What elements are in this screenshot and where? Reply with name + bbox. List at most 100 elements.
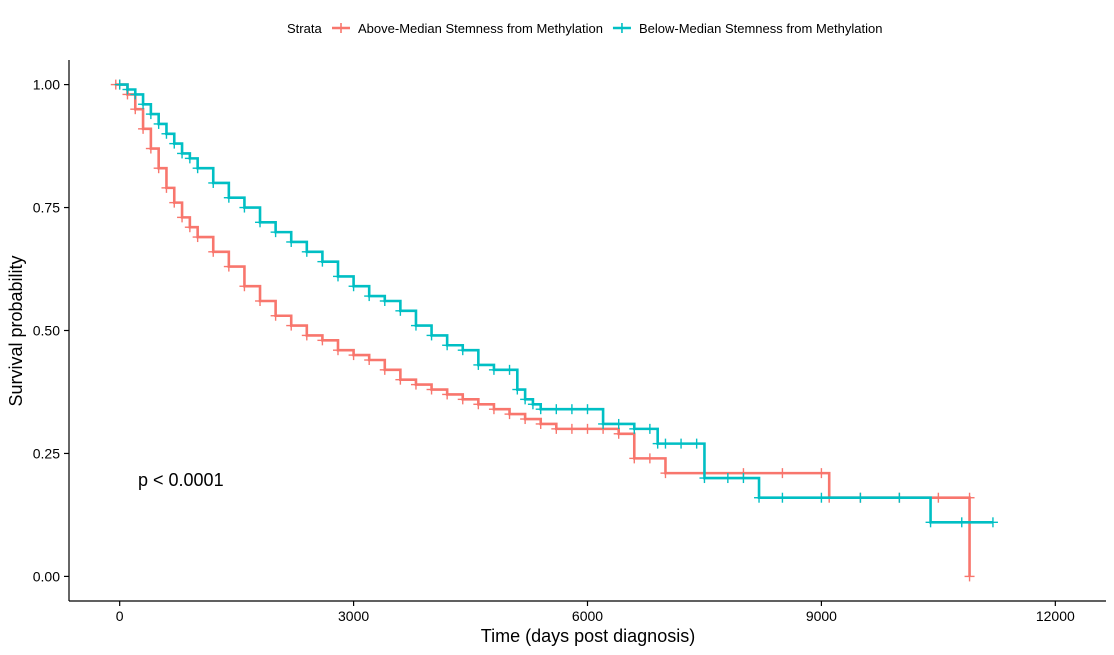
censor-mark [613,428,624,439]
censor-mark [177,148,188,159]
censor-mark [894,492,905,503]
censor-mark [364,291,375,302]
censor-mark [644,453,655,464]
censor-mark [457,394,468,405]
censor-mark [738,473,749,484]
series-layer [110,79,998,582]
censor-mark [270,310,281,321]
censor-mark [535,418,546,429]
censor-mark [286,320,297,331]
censor-mark [473,359,484,370]
censor-mark [426,330,437,341]
censor-mark [660,438,671,449]
censor-mark [722,473,733,484]
censor-mark [255,295,266,306]
censor-mark [138,99,149,110]
p-value-annotation: p < 0.0001 [138,470,224,490]
censor-mark [777,492,788,503]
legend-label: Above-Median Stemness from Methylation [358,21,603,36]
legend-item-2: Below-Median Stemness from Methylation [612,21,883,36]
y-tick-label: 0.75 [33,200,60,216]
x-tick-label: 6000 [572,608,603,624]
censor-mark [956,517,967,528]
x-axis: 0 3000 6000 9000 12000 [69,600,1106,624]
censor-mark [130,89,141,100]
censor-mark [504,364,515,375]
censor-mark [223,192,234,203]
y-tick-label: 0.00 [33,568,60,584]
legend-label: Below-Median Stemness from Methylation [639,21,883,36]
censor-mark [488,364,499,375]
censor-mark [184,153,195,164]
censor-mark [239,281,250,292]
censor-mark [332,271,343,282]
legend-item-1: Above-Median Stemness from Methylation [332,21,603,36]
censor-mark [223,261,234,272]
censor-mark [169,197,180,208]
censor-mark [520,394,531,405]
censor-mark [512,384,523,395]
censor-mark [348,350,359,361]
censor-mark [301,330,312,341]
x-tick-label: 9000 [806,608,837,624]
censor-mark [286,236,297,247]
censor-mark [332,345,343,356]
censor-mark [192,232,203,243]
censor-mark [535,404,546,415]
censor-mark [395,374,406,385]
censor-mark [184,222,195,233]
censor-mark [145,143,156,154]
censor-mark [410,320,421,331]
censor-mark [933,492,944,503]
censor-mark [660,468,671,479]
x-tick-label: 0 [116,608,124,624]
censor-mark [270,227,281,238]
censor-mark [816,492,827,503]
censor-mark [551,423,562,434]
censor-mark [208,246,219,257]
censor-mark [317,256,328,267]
censor-mark [442,340,453,351]
censor-mark [442,389,453,400]
censor-mark [130,104,141,115]
y-axis-title: Survival probability [6,255,26,406]
censor-mark [551,404,562,415]
censor-mark [410,379,421,390]
censor-mark [138,123,149,134]
x-tick-label: 3000 [338,608,369,624]
censor-mark [754,492,765,503]
censor-mark [379,364,390,375]
censor-mark [699,473,710,484]
censor-mark [177,212,188,223]
censor-mark [566,404,577,415]
censor-mark [925,517,936,528]
censor-mark [379,295,390,306]
censor-mark [987,517,998,528]
censor-mark [457,345,468,356]
censor-mark [192,163,203,174]
censor-mark [239,202,250,213]
censor-mark [777,468,788,479]
censor-mark [488,404,499,415]
censor-mark [395,305,406,316]
censor-mark [964,571,975,582]
censor-mark [691,438,702,449]
y-axis: 0.00 0.25 0.50 0.75 1.00 [33,60,70,601]
censor-mark [613,418,624,429]
censor-mark [348,281,359,292]
censor-mark [208,177,219,188]
series-line-1 [115,83,971,577]
censor-mark [629,453,640,464]
censor-mark [676,438,687,449]
censor-mark [317,335,328,346]
censor-mark [169,138,180,149]
censor-mark [598,418,609,429]
legend-title: Strata [287,21,322,36]
censor-mark [122,84,133,95]
censor-mark [582,423,593,434]
censor-mark [255,217,266,228]
censor-mark [301,246,312,257]
y-tick-label: 0.50 [33,323,60,339]
censor-mark [426,384,437,395]
censor-mark [114,79,125,90]
